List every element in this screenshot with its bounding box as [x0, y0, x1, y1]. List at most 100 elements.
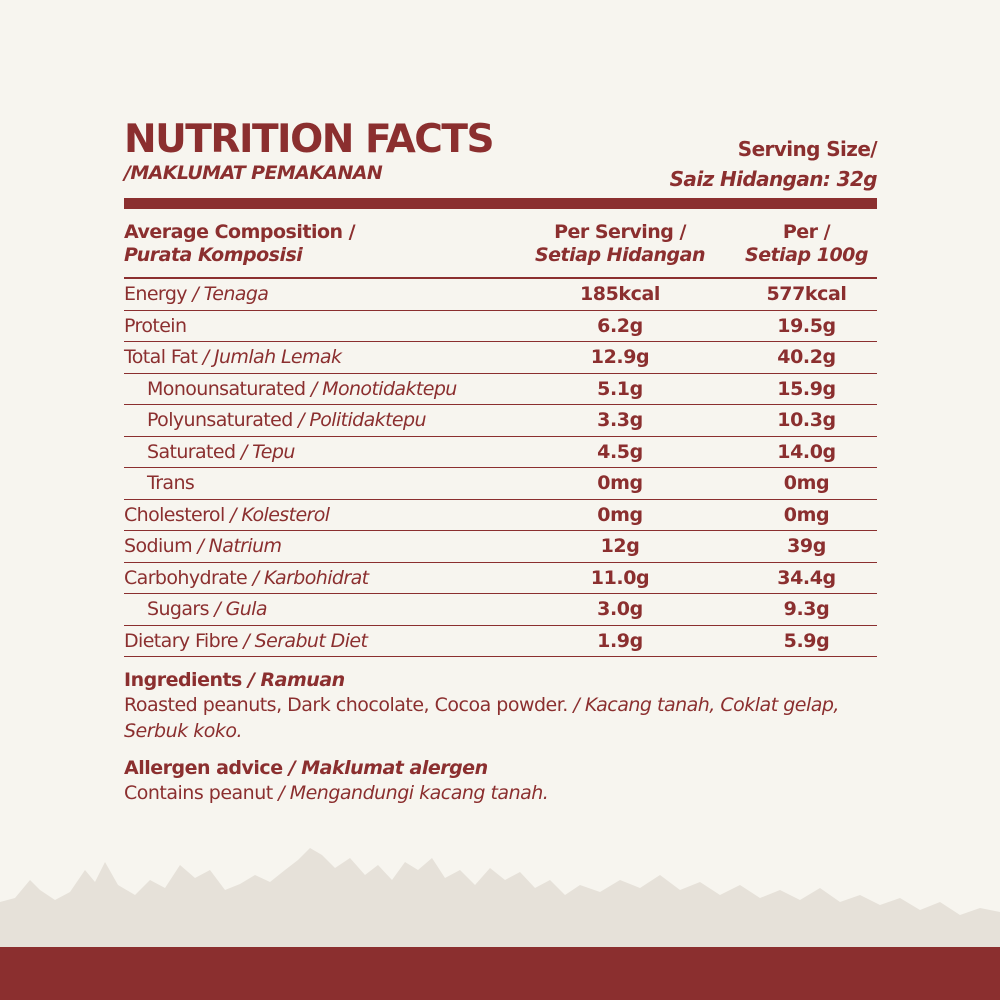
value-per-100g: 14.0g — [777, 440, 836, 463]
column-header-per-serving: Per Serving / Setiap Hidangan — [516, 221, 724, 267]
ingredients-text-my: / Kacang tanah, Coklat gelap, Serbuk kok… — [124, 694, 839, 742]
value-per-serving: 5.1g — [597, 377, 643, 400]
table-row: Sugars / Gula 3.0g 9.3g — [124, 594, 877, 626]
nutrient-name-my: / Gula — [214, 598, 267, 620]
nutrient-name: Sodium / Natrium — [124, 535, 282, 557]
value-per-serving: 3.0g — [597, 598, 643, 620]
value-per-100g: 9.3g — [783, 598, 830, 620]
value-per-serving: 11.0g — [590, 566, 650, 589]
nutrition-panel: NUTRITION FACTS /MAKLUMAT PEMAKANAN Serv… — [124, 117, 878, 804]
ingredients-text: Roasted peanuts, Dark chocolate, Cocoa p… — [124, 692, 864, 744]
value-per-100g: 0mg — [783, 503, 830, 526]
ingredients-heading-en: Ingredients — [124, 669, 242, 691]
table-row: Total Fat / Jumlah Lemak 12.9g 40.2g — [124, 342, 877, 374]
table-row: Carbohydrate / Karbohidrat 11.0g 34.4g — [124, 563, 877, 594]
nutrient-name: Saturated / Tepu — [147, 441, 295, 463]
nutrient-name: Carbohydrate / Karbohidrat — [124, 566, 369, 589]
nutrient-name-en: Polyunsaturated — [147, 409, 293, 431]
nutrient-name-my: / Natrium — [197, 535, 282, 557]
value-per-serving: 0mg — [597, 472, 643, 494]
allergen-heading: Allergen advice / Maklumat alergen — [124, 756, 884, 780]
column-header-per-100g-en: Per / — [782, 221, 831, 243]
nutrient-name: Protein — [124, 314, 187, 337]
page-title: NUTRITION FACTS — [124, 117, 495, 162]
allergen-text-en: Contains peanut — [124, 782, 273, 804]
header-divider — [124, 198, 877, 209]
column-header-per-100g-my: Setiap 100g — [745, 244, 868, 266]
allergen-text-my: / Mengandungi kacang tanah. — [278, 782, 549, 804]
column-header-per-100g: Per / Setiap 100g — [736, 221, 877, 267]
column-header-composition-en: Average Composition / — [124, 221, 356, 243]
value-per-100g: 0mg — [783, 472, 830, 494]
page-subtitle: /MAKLUMAT PEMAKANAN — [124, 162, 383, 184]
nutrient-name-en: Total Fat — [124, 346, 198, 368]
mountain-silhouette — [0, 848, 1000, 950]
nutrient-name-my: / Kolesterol — [230, 503, 330, 526]
nutrient-name-my: / Karbohidrat — [252, 566, 369, 589]
value-per-serving: 1.9g — [597, 629, 643, 652]
nutrient-name-my: / Jumlah Lemak — [202, 346, 342, 368]
nutrient-name: Total Fat / Jumlah Lemak — [124, 346, 342, 368]
value-per-serving: 3.3g — [597, 409, 643, 431]
column-header-composition-my: Purata Komposisi — [124, 244, 303, 266]
nutrient-name-en: Sugars — [147, 598, 210, 620]
column-header-per-serving-en: Per Serving / — [554, 221, 686, 243]
nutrient-name-en: Sodium — [124, 535, 193, 557]
column-header-composition: Average Composition / Purata Komposisi — [124, 221, 356, 267]
value-per-serving: 4.5g — [597, 440, 643, 463]
value-per-100g: 19.5g — [777, 314, 836, 337]
nutrient-name: Polyunsaturated / Politidaktepu — [147, 409, 427, 431]
nutrient-name-en: Saturated — [147, 440, 236, 463]
table-row: Protein 6.2g 19.5g — [124, 311, 877, 342]
allergen-heading-my: / Maklumat alergen — [288, 757, 488, 779]
value-per-serving: 0mg — [597, 503, 643, 526]
nutrient-name: Monounsaturated / Monotidaktepu — [147, 378, 457, 400]
nutrition-table: Average Composition / Purata Komposisi P… — [124, 217, 877, 657]
ingredients-heading: Ingredients / Ramuan — [124, 668, 884, 692]
nutrient-name-en: Energy — [124, 283, 188, 305]
serving-size-value: Saiz Hidangan: 32g — [669, 167, 878, 191]
nutrient-name-en: Cholesterol — [124, 503, 225, 526]
nutrient-name-my: / Monotidaktepu — [310, 377, 457, 400]
serving-size-label: Serving Size/ — [737, 137, 878, 161]
ingredients-heading-my: / Ramuan — [248, 669, 345, 691]
table-row: Dietary Fibre / Serabut Diet 1.9g 5.9g — [124, 626, 877, 657]
nutrient-name-my: / Tenaga — [192, 283, 269, 305]
table-row: Monounsaturated / Monotidaktepu 5.1g 15.… — [124, 374, 877, 405]
value-per-100g: 5.9g — [783, 629, 830, 652]
table-row: Saturated / Tepu 4.5g 14.0g — [124, 437, 877, 468]
table-row: Trans 0mg 0mg — [124, 468, 877, 500]
nutrient-name-my: / Serabut Diet — [243, 629, 368, 652]
table-row: Sodium / Natrium 12g 39g — [124, 531, 877, 563]
value-per-serving: 6.2g — [597, 314, 643, 337]
nutrient-name-en: Dietary Fibre — [124, 629, 239, 652]
value-per-100g: 10.3g — [777, 409, 836, 431]
allergen-text: Contains peanut / Mengandungi kacang tan… — [124, 780, 864, 806]
nutrient-name-my: / Tepu — [240, 440, 296, 463]
value-per-serving: 12.9g — [590, 346, 650, 368]
nutrient-name: Energy / Tenaga — [124, 283, 269, 305]
nutrient-name-en: Protein — [124, 314, 187, 337]
column-header-per-serving-my: Setiap Hidangan — [534, 244, 706, 266]
ingredients-section: Ingredients / Ramuan Roasted peanuts, Da… — [124, 668, 884, 744]
table-row: Polyunsaturated / Politidaktepu 3.3g 10.… — [124, 405, 877, 437]
table-header: Average Composition / Purata Komposisi P… — [124, 217, 877, 279]
allergen-heading-en: Allergen advice — [124, 757, 283, 779]
footer-bar — [0, 947, 1000, 1000]
allergen-section: Allergen advice / Maklumat alergen Conta… — [124, 756, 884, 806]
nutrient-name-en: Monounsaturated — [147, 377, 306, 400]
nutrient-name: Sugars / Gula — [147, 598, 268, 620]
value-per-100g: 34.4g — [777, 566, 836, 589]
value-per-100g: 15.9g — [777, 377, 836, 400]
value-per-100g: 577kcal — [766, 283, 847, 305]
value-per-serving: 185kcal — [579, 283, 661, 305]
ingredients-text-en: Roasted peanuts, Dark chocolate, Cocoa p… — [124, 694, 568, 716]
nutrient-name-en: Carbohydrate — [124, 566, 248, 589]
nutrient-name: Trans — [147, 472, 195, 494]
table-row: Cholesterol / Kolesterol 0mg 0mg — [124, 500, 877, 531]
table-row: Energy / Tenaga 185kcal 577kcal — [124, 279, 877, 311]
nutrient-name: Dietary Fibre / Serabut Diet — [124, 629, 368, 652]
nutrient-name-my: / Politidaktepu — [298, 409, 426, 431]
nutrient-name-en: Trans — [147, 472, 195, 494]
value-per-100g: 40.2g — [777, 346, 836, 368]
